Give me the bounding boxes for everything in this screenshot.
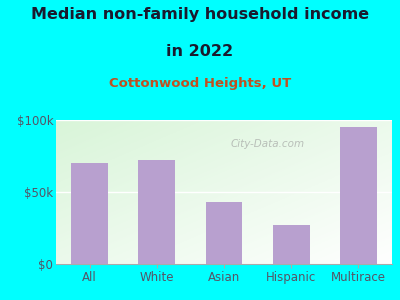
Bar (138, 160, 175, 264)
Bar (340, 127, 377, 264)
Text: Median non-family household income: Median non-family household income (31, 8, 369, 22)
Text: City-Data.com: City-Data.com (231, 140, 305, 149)
Bar (71, 163, 108, 264)
Text: Cottonwood Heights, UT: Cottonwood Heights, UT (109, 76, 291, 89)
Bar (273, 225, 310, 264)
Bar (206, 202, 242, 264)
Text: in 2022: in 2022 (166, 44, 234, 59)
